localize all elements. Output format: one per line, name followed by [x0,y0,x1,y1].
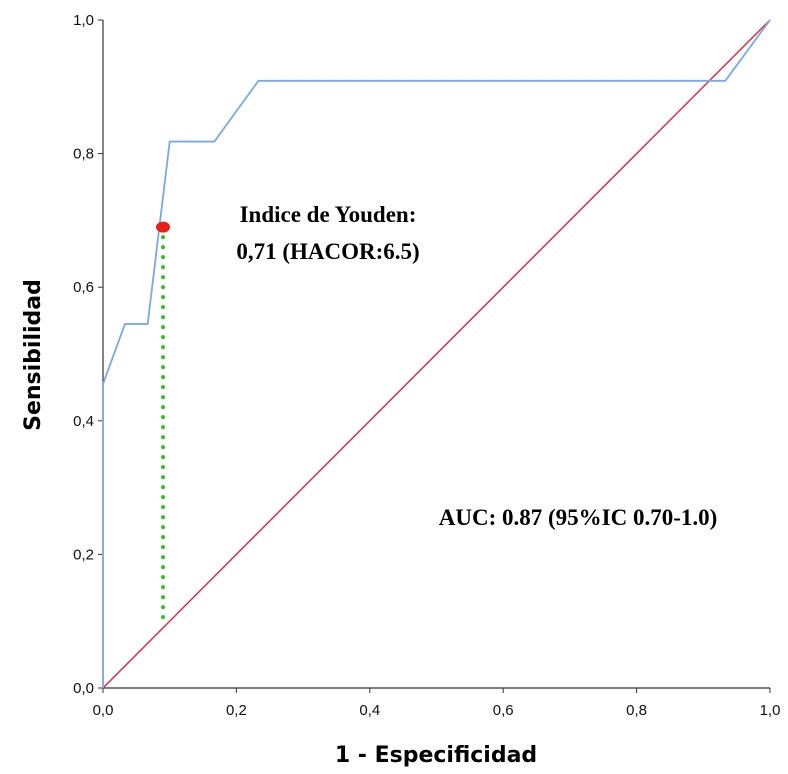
x-tick-label: 0,6 [493,702,514,719]
y-tick-label: 1,0 [73,12,94,29]
x-tick-label: 0,4 [359,702,380,719]
reference-line [102,19,771,689]
y-axis-title: Sensibilidad [21,279,46,431]
x-tick-label: 0,8 [626,702,647,719]
youden-point [156,221,171,233]
x-tick-label: 0,0 [93,702,114,719]
y-tick-label: 0,0 [73,680,94,697]
auc-label: AUC: 0.87 (95%IC 0.70-1.0) [439,505,718,530]
y-tick-label: 0,6 [73,279,94,296]
y-tick-label: 0,8 [73,146,94,163]
youden-label-line2: 0,71 (HACOR:6.5) [236,239,419,264]
annotation-group: Indice de Youden: 0,71 (HACOR:6.5) AUC: … [236,202,717,530]
y-tick-label: 0,2 [73,546,94,563]
youden-label-line1: Indice de Youden: [240,202,417,227]
x-axis-title: 1 - Especificidad [335,743,537,768]
roc-curve [102,19,771,688]
tick-group: 0,0 0,2 0,4 0,6 0,8 1,0 0,0 0,2 0,4 0,6 0,8 1,0 [73,12,780,719]
x-tick-label: 0,2 [226,702,247,719]
y-tick-label: 0,4 [73,413,94,430]
series-group [102,19,771,689]
x-tick-label: 1,0 [760,702,781,719]
